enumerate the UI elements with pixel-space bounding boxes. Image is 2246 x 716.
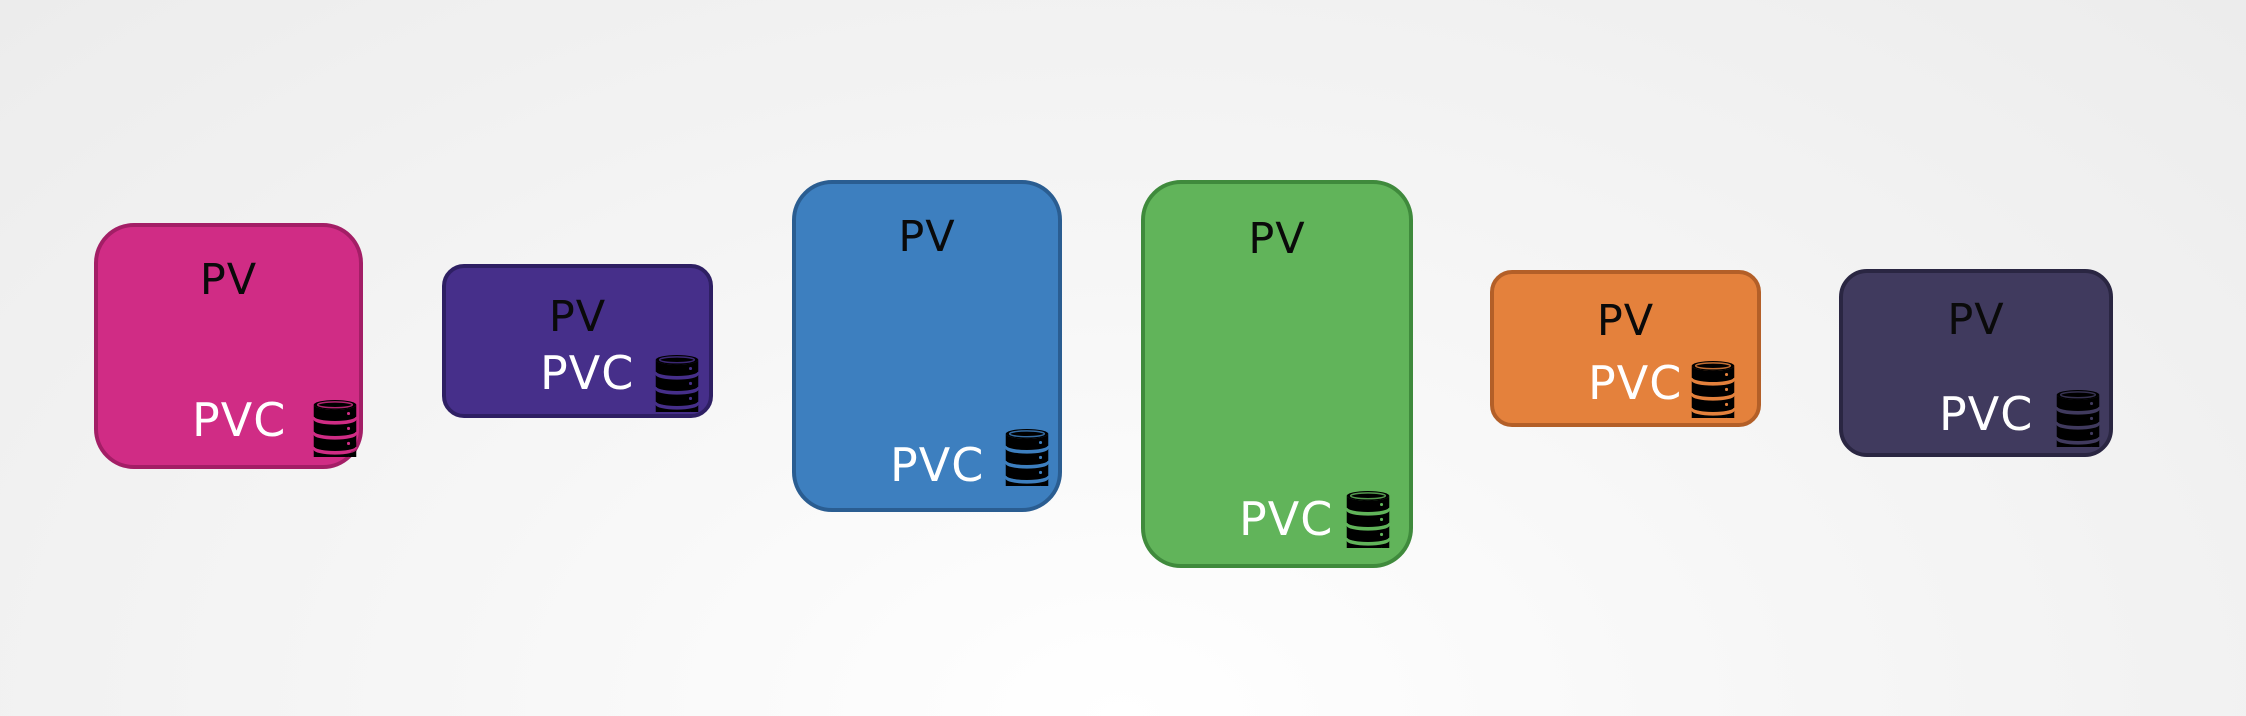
database-icon xyxy=(1345,490,1391,548)
pv-label: PV xyxy=(199,255,258,305)
pvc-label: PVC xyxy=(1239,492,1334,546)
pv-box-slate: PV PVC xyxy=(1839,269,2113,457)
pv-label: PV xyxy=(1947,295,2005,345)
pvc-label: PVC xyxy=(192,393,287,447)
database-icon xyxy=(312,399,358,457)
pv-label: PV xyxy=(898,212,956,262)
pvc-label: PVC xyxy=(540,346,635,400)
pvc-label: PVC xyxy=(1939,387,2034,441)
database-icon xyxy=(2055,389,2101,447)
pv-box-blue: PV PVC xyxy=(792,180,1062,512)
pv-label: PV xyxy=(1248,214,1306,264)
pvc-label: PVC xyxy=(1588,356,1683,410)
database-icon xyxy=(1690,360,1736,418)
pv-box-magenta: PV PVC xyxy=(94,223,363,469)
pv-label: PV xyxy=(1596,296,1655,346)
pv-box-orange: PV PVC xyxy=(1490,270,1761,427)
pv-box-green: PV PVC xyxy=(1141,180,1413,568)
pvc-label: PVC xyxy=(890,438,985,492)
database-icon xyxy=(654,354,700,412)
pv-label: PV xyxy=(548,292,607,342)
database-icon xyxy=(1004,428,1050,486)
pv-box-purple: PV PVC xyxy=(442,264,713,418)
